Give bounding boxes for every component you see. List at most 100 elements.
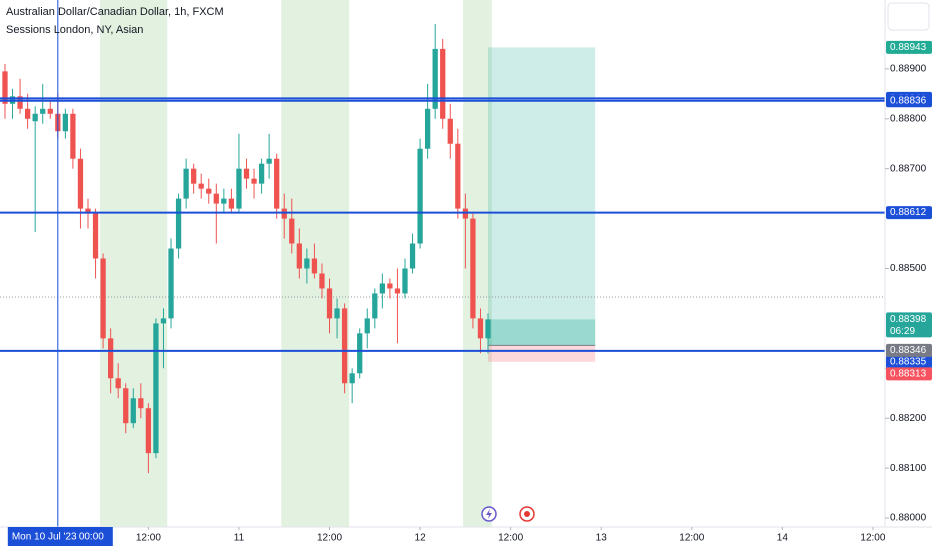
- candle-body: [266, 158, 272, 164]
- candle-body: [221, 198, 227, 204]
- candle-body: [387, 283, 393, 289]
- target-price-label-bg: [886, 40, 932, 54]
- sessions: [100, 0, 492, 527]
- line-price-label-bg: [886, 355, 932, 369]
- candle-body: [296, 243, 302, 269]
- price-axis: [885, 0, 932, 527]
- y-tick-label: 0.88700: [890, 163, 927, 174]
- candle-body: [304, 258, 310, 269]
- candle-body: [213, 193, 219, 204]
- candle-body: [409, 243, 416, 269]
- x-tick-label: 12:00: [860, 533, 885, 544]
- line-price-label-bg: [886, 206, 932, 220]
- line-price-label: 0.88612: [890, 207, 927, 218]
- candle-body: [24, 108, 31, 119]
- axes: 0.880000.881000.882000.883000.885000.887…: [7, 40, 932, 546]
- line-price-label-bg: [886, 94, 932, 108]
- y-tick-label: 0.88900: [890, 64, 927, 75]
- stop-price-label-bg: [886, 367, 932, 381]
- candle-body: [145, 408, 152, 454]
- candle-body: [440, 48, 446, 119]
- candle-body: [274, 158, 280, 209]
- candle-body: [341, 308, 348, 384]
- candle-body: [130, 398, 136, 424]
- line-price-label: 0.88335: [890, 356, 927, 367]
- candle-body: [417, 148, 423, 244]
- candle-body: [62, 113, 69, 132]
- y-tick-label: 0.88200: [890, 413, 927, 424]
- crosshair-time: 00:00: [79, 532, 104, 543]
- x-tick-label: 12:00: [498, 533, 523, 544]
- target-price-label: 0.88943: [890, 42, 927, 53]
- entry-price-label: 0.88346: [890, 345, 927, 356]
- candle-body: [424, 108, 431, 149]
- candle-body: [372, 293, 378, 319]
- horizontal-lines: [0, 0, 885, 527]
- crosshair-x-label-bg: [7, 527, 113, 546]
- candle-body: [394, 288, 401, 294]
- last-price-label-bg: [886, 312, 932, 338]
- candle-body: [379, 283, 385, 294]
- event-icons: [481, 506, 535, 522]
- x-tick-label: 12:00: [317, 533, 342, 544]
- candle-body: [77, 158, 84, 209]
- settings-button[interactable]: [887, 2, 930, 31]
- candle-body: [334, 308, 340, 319]
- candle-body: [251, 178, 257, 184]
- y-tick-label: 0.88000: [890, 513, 927, 524]
- candle-body: [183, 168, 189, 199]
- candle-body: [477, 318, 484, 339]
- candle-body: [470, 218, 476, 319]
- last-price-label: 0.88398: [890, 314, 927, 325]
- candle-body: [402, 268, 408, 294]
- y-tick-label: 0.88800: [890, 113, 927, 124]
- candle-body: [85, 208, 91, 214]
- x-tick-label: 11: [234, 533, 245, 544]
- target-zone: [488, 47, 596, 346]
- y-tick-label: 0.88500: [890, 263, 927, 274]
- line-price-label: 0.88836: [890, 95, 927, 106]
- candle-body: [2, 71, 8, 104]
- candle-body: [92, 213, 99, 259]
- stop-zone: [488, 345, 596, 362]
- candle-body: [485, 319, 491, 339]
- x-tick-label: 12: [415, 533, 427, 544]
- event-icon-glyph: [486, 509, 492, 519]
- candle-body: [236, 168, 242, 209]
- x-tick-label: 14: [777, 533, 789, 544]
- candle-body: [432, 48, 438, 109]
- candle-body: [258, 163, 265, 184]
- x-tick-label: 12:00: [679, 533, 704, 544]
- candle-body: [175, 198, 182, 249]
- candle-body: [123, 388, 129, 424]
- event-icon-glyph: [524, 511, 530, 517]
- candle-body: [198, 183, 204, 189]
- x-tick-label: 13: [596, 533, 608, 544]
- candle-body: [357, 333, 363, 374]
- candle-body: [168, 248, 174, 319]
- candle-body: [160, 318, 167, 324]
- position-tool: [488, 47, 596, 362]
- candle-body: [153, 323, 159, 454]
- stop-price-label: 0.88313: [890, 368, 927, 379]
- candle-body: [326, 288, 333, 319]
- candle-body: [455, 143, 461, 209]
- x-tick-label: 12:00: [136, 533, 161, 544]
- indicator-label: Sessions London, NY, Asian: [6, 24, 143, 36]
- candle-body: [70, 113, 76, 159]
- candle-body: [206, 188, 212, 194]
- candle-body: [115, 378, 121, 389]
- candle-body: [17, 96, 23, 109]
- candle-body: [364, 318, 370, 334]
- candle-body: [311, 258, 318, 274]
- candle-body: [243, 168, 250, 179]
- countdown-label: 06:29: [890, 326, 915, 337]
- profit-zone: [488, 319, 596, 346]
- entry-price-label-bg: [886, 343, 932, 357]
- candle-body: [138, 398, 144, 409]
- candle-body: [32, 113, 38, 122]
- chart-title: Australian Dollar/Canadian Dollar, 1h, F…: [6, 6, 224, 18]
- y-tick-label: 0.88100: [890, 463, 927, 474]
- candle-body: [289, 218, 295, 244]
